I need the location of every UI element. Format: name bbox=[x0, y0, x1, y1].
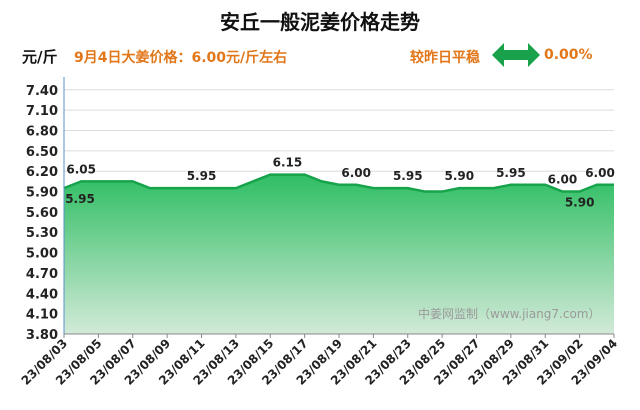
compare-label: 较昨日平稳 bbox=[410, 50, 480, 66]
data-label: 6.15 bbox=[273, 156, 303, 170]
price-area bbox=[64, 174, 614, 334]
double-arrow-icon bbox=[492, 43, 540, 67]
y-tick-label: 4.40 bbox=[26, 287, 58, 302]
unit-label: 元/斤 bbox=[22, 48, 58, 66]
data-label: 6.05 bbox=[66, 162, 96, 176]
data-label: 5.95 bbox=[187, 169, 217, 183]
compare-value: 0.00% bbox=[544, 47, 593, 63]
data-label: 5.95 bbox=[496, 166, 526, 180]
y-tick-label: 5.30 bbox=[26, 226, 58, 241]
y-tick-label: 7.10 bbox=[26, 104, 58, 119]
data-label: 6.00 bbox=[585, 166, 615, 180]
y-tick-label: 6.80 bbox=[26, 124, 58, 139]
y-tick-label: 4.70 bbox=[26, 267, 58, 282]
watermark: 中姜网监制（www.jiang7.com） bbox=[418, 306, 600, 321]
y-tick-label: 6.50 bbox=[26, 145, 58, 160]
data-label: 5.95 bbox=[65, 192, 95, 206]
today-price-text: 9月4日大姜价格：6.00元/斤左右 bbox=[74, 50, 288, 66]
y-tick-label: 6.20 bbox=[26, 165, 58, 180]
y-tick-label: 5.00 bbox=[26, 247, 58, 262]
data-label: 6.00 bbox=[341, 166, 371, 180]
y-tick-label: 5.60 bbox=[26, 206, 58, 221]
data-label: 5.90 bbox=[445, 169, 475, 183]
y-tick-label: 3.80 bbox=[26, 328, 58, 343]
chart-title: 安丘一般泥姜价格走势 bbox=[220, 10, 420, 34]
y-tick-label: 5.90 bbox=[26, 186, 58, 201]
data-label: 6.00 bbox=[548, 173, 578, 187]
y-tick-label: 7.40 bbox=[26, 84, 58, 99]
y-tick-label: 4.10 bbox=[26, 308, 58, 323]
data-label: 5.95 bbox=[393, 169, 423, 183]
price-line bbox=[63, 173, 614, 193]
data-label: 5.90 bbox=[565, 196, 595, 210]
